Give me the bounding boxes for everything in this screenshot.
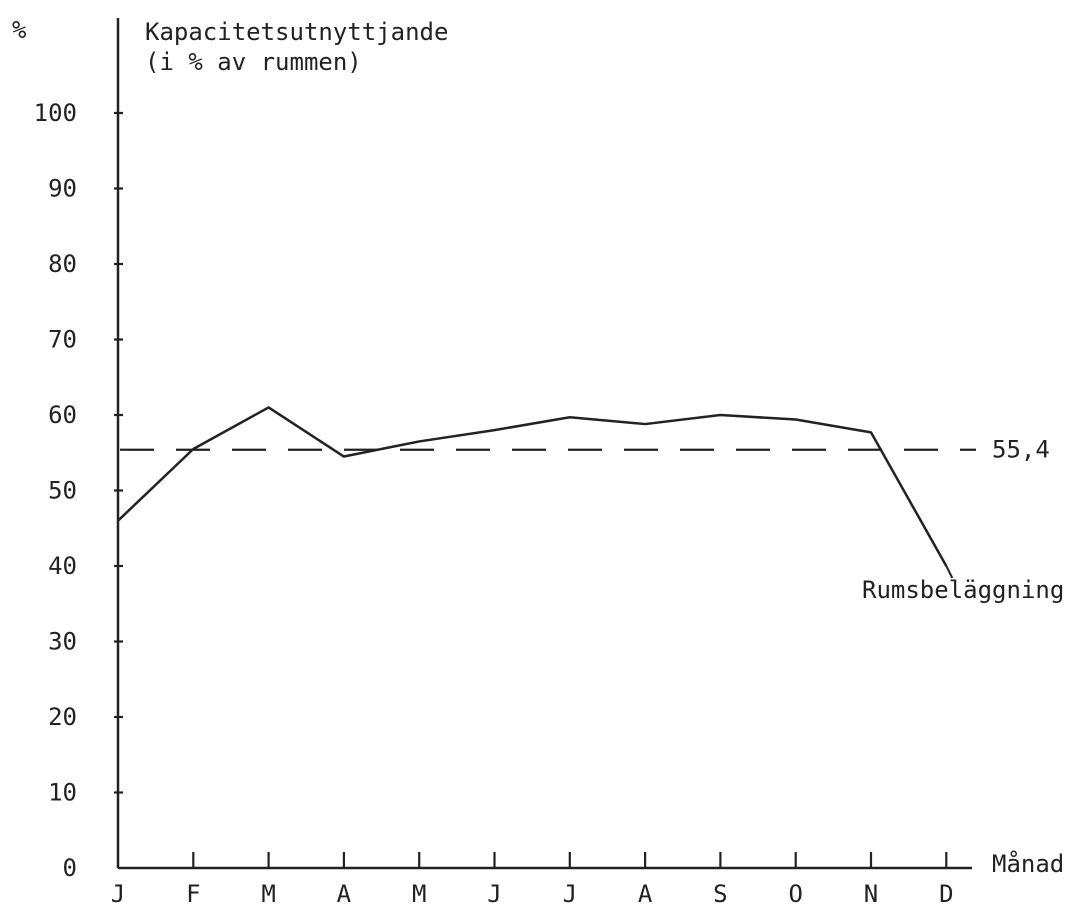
x-tick-label: D — [939, 880, 953, 907]
y-tick-label: 80 — [48, 250, 77, 278]
y-axis-title-line1: Kapacitetsutnyttjande — [145, 18, 448, 46]
x-tick-label: N — [864, 880, 878, 907]
x-tick-label: M — [412, 880, 426, 907]
series-label-leader — [945, 565, 954, 579]
y-axis-title-line2: (i % av rummen) — [145, 48, 362, 76]
x-axis-title: Månad — [992, 849, 1064, 878]
y-tick-label: 20 — [48, 703, 77, 731]
y-tick-label: 30 — [48, 628, 77, 656]
x-tick-label: J — [111, 880, 125, 907]
series-line-rumsbelaggning — [117, 406, 948, 567]
x-tick-label: O — [788, 880, 802, 907]
y-tick-label: 40 — [48, 552, 77, 580]
y-unit-label: % — [12, 16, 27, 44]
y-tick-label: 0 — [63, 854, 77, 882]
x-tick-label: J — [563, 880, 577, 907]
reference-line-label: 55,4 — [992, 436, 1050, 464]
x-tick-label: J — [487, 880, 501, 907]
y-tick-label: 100 — [34, 99, 77, 127]
series-label: Rumsbeläggning — [862, 576, 1064, 604]
x-tick-label: A — [337, 880, 352, 907]
y-tick-label: 10 — [48, 779, 77, 807]
y-tick-label: 90 — [48, 175, 77, 203]
y-tick-label: 50 — [48, 477, 77, 505]
y-tick-label: 60 — [48, 401, 77, 429]
x-tick-label: M — [261, 880, 275, 907]
x-tick-label: F — [186, 880, 200, 907]
x-tick-label: S — [713, 880, 727, 907]
x-tick-label: A — [638, 880, 653, 907]
y-tick-label: 70 — [48, 326, 77, 354]
